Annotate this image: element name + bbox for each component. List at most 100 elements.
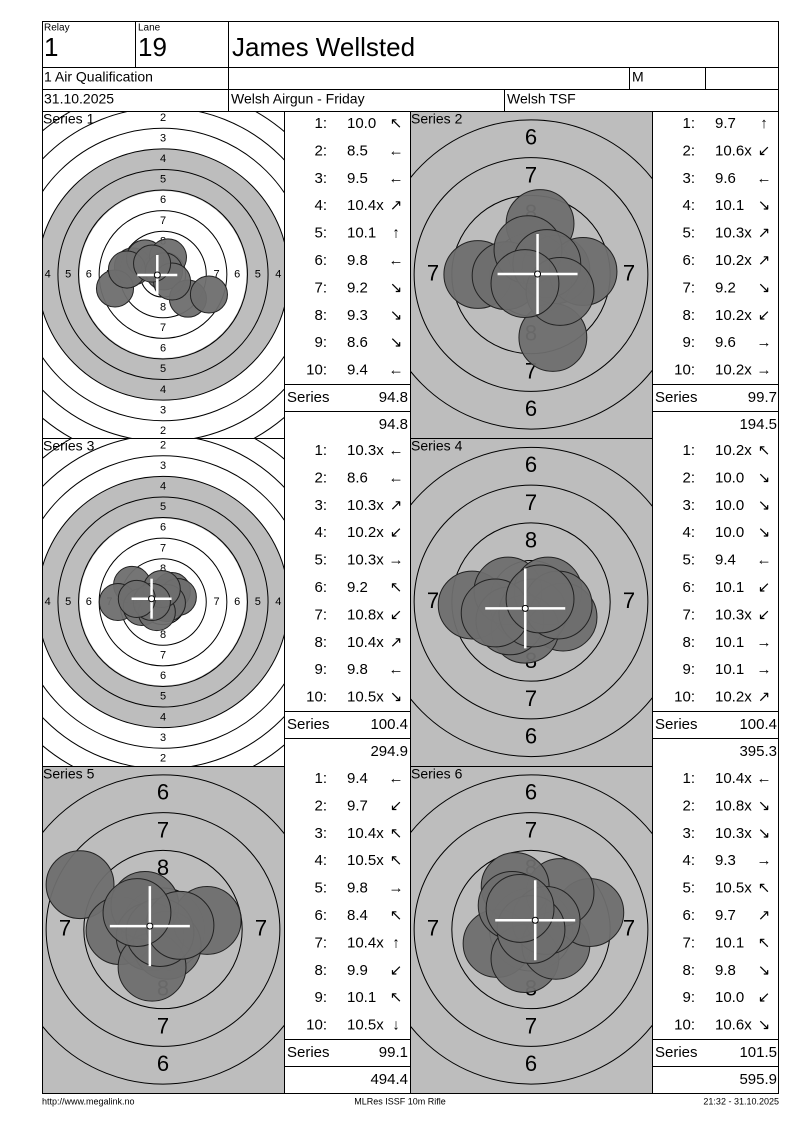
- ring-label: 7: [157, 817, 169, 842]
- shot-direction: ↘: [758, 279, 771, 296]
- ring-label: 8: [160, 301, 166, 313]
- shot-direction: ↙: [758, 989, 771, 1006]
- shot-direction: ←: [389, 252, 404, 269]
- ring-label: 6: [160, 670, 166, 682]
- shot-score: 10.1: [715, 579, 744, 596]
- shot-direction: ↗: [390, 634, 403, 651]
- targets: 2 2 3 3 4 4 4 4 5 5 5 5 6 6 6 6 7 7 7 7 8 8 Series 1 6 6 7 7 7 7 8 8 Se…: [42, 111, 653, 1094]
- series-title: Series 4: [411, 438, 463, 454]
- shot-score: 10.3x: [715, 825, 752, 842]
- series-total: 100.4: [739, 716, 777, 733]
- shot-number: 9:: [682, 334, 695, 351]
- shot-hole: [490, 249, 560, 318]
- shot-direction: ↙: [758, 307, 771, 324]
- shot-direction: ↙: [390, 962, 403, 979]
- cumulative-total: 294.9: [370, 743, 408, 760]
- shot-hole: [133, 244, 172, 283]
- group-center: [531, 916, 539, 924]
- shot-score: 9.7: [715, 907, 736, 924]
- ring-label: 7: [623, 915, 635, 940]
- event: 1 Air Qualification: [44, 69, 153, 85]
- shot-direction: ↙: [758, 579, 771, 596]
- shot-number: 4:: [314, 524, 327, 541]
- shot-number: 2:: [682, 469, 695, 486]
- shot-direction: ↙: [390, 797, 403, 814]
- shot-direction: ↖: [390, 115, 403, 132]
- shot-direction: →: [757, 362, 772, 379]
- lane-label: Lane: [138, 23, 161, 34]
- shot-score: 9.4: [347, 770, 368, 787]
- ring-label: 5: [160, 363, 166, 375]
- shot-direction: ↘: [390, 279, 403, 296]
- shot-score: 10.4x: [347, 197, 384, 214]
- ring: [411, 446, 652, 758]
- footer-software: MLRes ISSF 10m Rifle: [354, 1096, 446, 1106]
- shot-direction: ↖: [390, 989, 403, 1006]
- ring-label: 7: [427, 588, 439, 613]
- ring-label: 7: [255, 915, 267, 940]
- ring-label: 2: [160, 425, 166, 437]
- shot-number: 5:: [314, 225, 327, 242]
- shot-number: 6:: [314, 252, 327, 269]
- ring-label: 5: [255, 268, 261, 280]
- shot-number: 6:: [682, 907, 695, 924]
- ring: [413, 484, 649, 720]
- ring: [83, 849, 243, 1010]
- shot-score: 10.3x: [715, 606, 752, 623]
- shot-score: 8.4: [347, 907, 368, 924]
- shot-direction: ←: [389, 469, 404, 486]
- shot-score: 10.5x: [347, 1017, 384, 1034]
- shot-score: 10.2x: [715, 362, 752, 379]
- shot-score: 10.4x: [715, 770, 752, 787]
- shot-number: 9:: [682, 989, 695, 1006]
- ring-label: 3: [160, 732, 166, 744]
- shot-score: 10.5x: [715, 880, 752, 897]
- score-columns: 1: 10.0 ↖ 2: 8.5 ← 3: 9.5 ← 4: 10.4x ↗ 5: 10.1 ↑ 6: 9.8 ←…: [284, 111, 779, 1093]
- shot-number: 1:: [682, 770, 695, 787]
- shot-score: 9.8: [347, 880, 368, 897]
- shot-number: 8:: [314, 307, 327, 324]
- shot-score: 9.7: [715, 115, 736, 132]
- cumulative-total: 395.3: [739, 743, 777, 760]
- ring-label: 2: [160, 752, 166, 764]
- ring-label: 7: [213, 596, 219, 608]
- shot-number: 4:: [682, 852, 695, 869]
- shot-direction: ↘: [758, 497, 771, 514]
- target: 66777788Series 5: [43, 767, 284, 1093]
- target: 66777788Series 6: [411, 767, 652, 1093]
- shot-number: 4:: [682, 524, 695, 541]
- shot-score: 10.0: [715, 469, 744, 486]
- ring-label: 7: [525, 1013, 537, 1038]
- shot-direction: ↖: [390, 825, 403, 842]
- series-total: 99.1: [379, 1044, 408, 1061]
- ring: [45, 812, 281, 1047]
- shot-number: 8:: [682, 962, 695, 979]
- ring-label: 6: [234, 596, 240, 608]
- shot-direction: ↖: [758, 934, 771, 951]
- group-center: [146, 922, 154, 930]
- ring-label: 3: [160, 132, 166, 144]
- shot-number: 5:: [314, 552, 327, 569]
- ring-label: 6: [525, 452, 537, 477]
- series-total: 99.7: [748, 389, 777, 406]
- shot-direction: ↘: [758, 825, 771, 842]
- shot-number: 7:: [314, 934, 327, 951]
- shot-number: 7:: [314, 606, 327, 623]
- shot-direction: ↗: [390, 197, 403, 214]
- shot-number: 10:: [306, 1017, 327, 1034]
- shot-score: 9.7: [347, 797, 368, 814]
- shot-score: 10.5x: [347, 852, 384, 869]
- ring: [411, 774, 652, 1085]
- shooter-name: James Wellsted: [232, 32, 415, 62]
- outer-border: [42, 21, 779, 1094]
- shot-score: 9.4: [347, 362, 368, 379]
- ring-label: 7: [623, 260, 635, 285]
- series-label: Series: [655, 1044, 698, 1061]
- shot-direction: ↘: [758, 962, 771, 979]
- shot-score: 10.4x: [347, 825, 384, 842]
- shot-direction: ↙: [390, 606, 403, 623]
- shot-number: 10:: [306, 689, 327, 706]
- ring-label: 7: [160, 322, 166, 334]
- shot-direction: ↗: [390, 497, 403, 514]
